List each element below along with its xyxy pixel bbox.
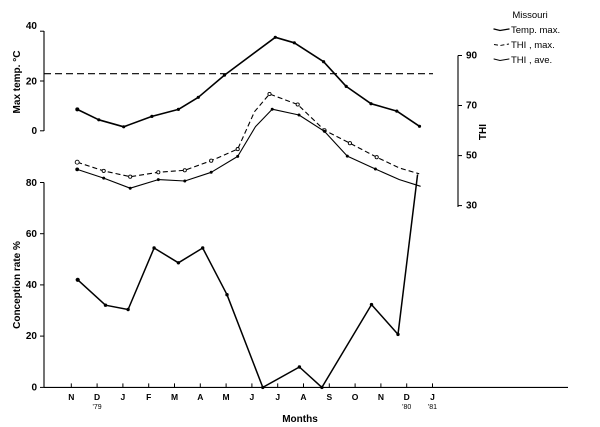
svg-text:0: 0	[31, 126, 37, 137]
svg-text:J: J	[250, 392, 255, 402]
svg-text:A: A	[197, 392, 203, 402]
svg-text:'80: '80	[402, 404, 411, 411]
svg-text:20: 20	[26, 331, 38, 342]
svg-text:Max temp. °C: Max temp. °C	[12, 51, 23, 114]
svg-text:A: A	[300, 392, 306, 402]
svg-text:90: 90	[466, 51, 478, 62]
svg-text:J: J	[430, 392, 435, 402]
svg-text:J: J	[121, 392, 126, 402]
svg-text:Months: Months	[282, 414, 318, 425]
svg-text:THI: THI	[478, 124, 489, 140]
svg-text:Missouri: Missouri	[512, 10, 547, 21]
svg-text:N: N	[68, 392, 74, 402]
svg-text:F: F	[146, 392, 151, 402]
svg-text:40: 40	[26, 280, 38, 291]
svg-text:30: 30	[466, 201, 478, 212]
svg-text:Temp. max.: Temp. max.	[511, 25, 560, 36]
svg-text:D: D	[94, 392, 100, 402]
svg-text:N: N	[378, 392, 384, 402]
svg-text:50: 50	[466, 151, 478, 162]
svg-text:40: 40	[26, 21, 38, 32]
svg-text:80: 80	[26, 178, 38, 189]
svg-text:S: S	[326, 392, 332, 402]
svg-text:J: J	[275, 392, 280, 402]
svg-text:M: M	[171, 392, 178, 402]
svg-text:O: O	[352, 392, 359, 402]
svg-text:'79: '79	[93, 404, 102, 411]
svg-text:70: 70	[466, 101, 478, 112]
svg-text:60: 60	[26, 229, 38, 240]
svg-text:20: 20	[26, 77, 38, 88]
svg-text:M: M	[223, 392, 230, 402]
svg-text:THI , ave.: THI , ave.	[511, 55, 552, 66]
svg-text:Conception rate %: Conception rate %	[12, 241, 23, 329]
svg-text:0: 0	[31, 383, 37, 394]
svg-text:D: D	[404, 392, 410, 402]
svg-text:THI , max.: THI , max.	[511, 40, 555, 51]
svg-text:'81: '81	[428, 404, 437, 411]
